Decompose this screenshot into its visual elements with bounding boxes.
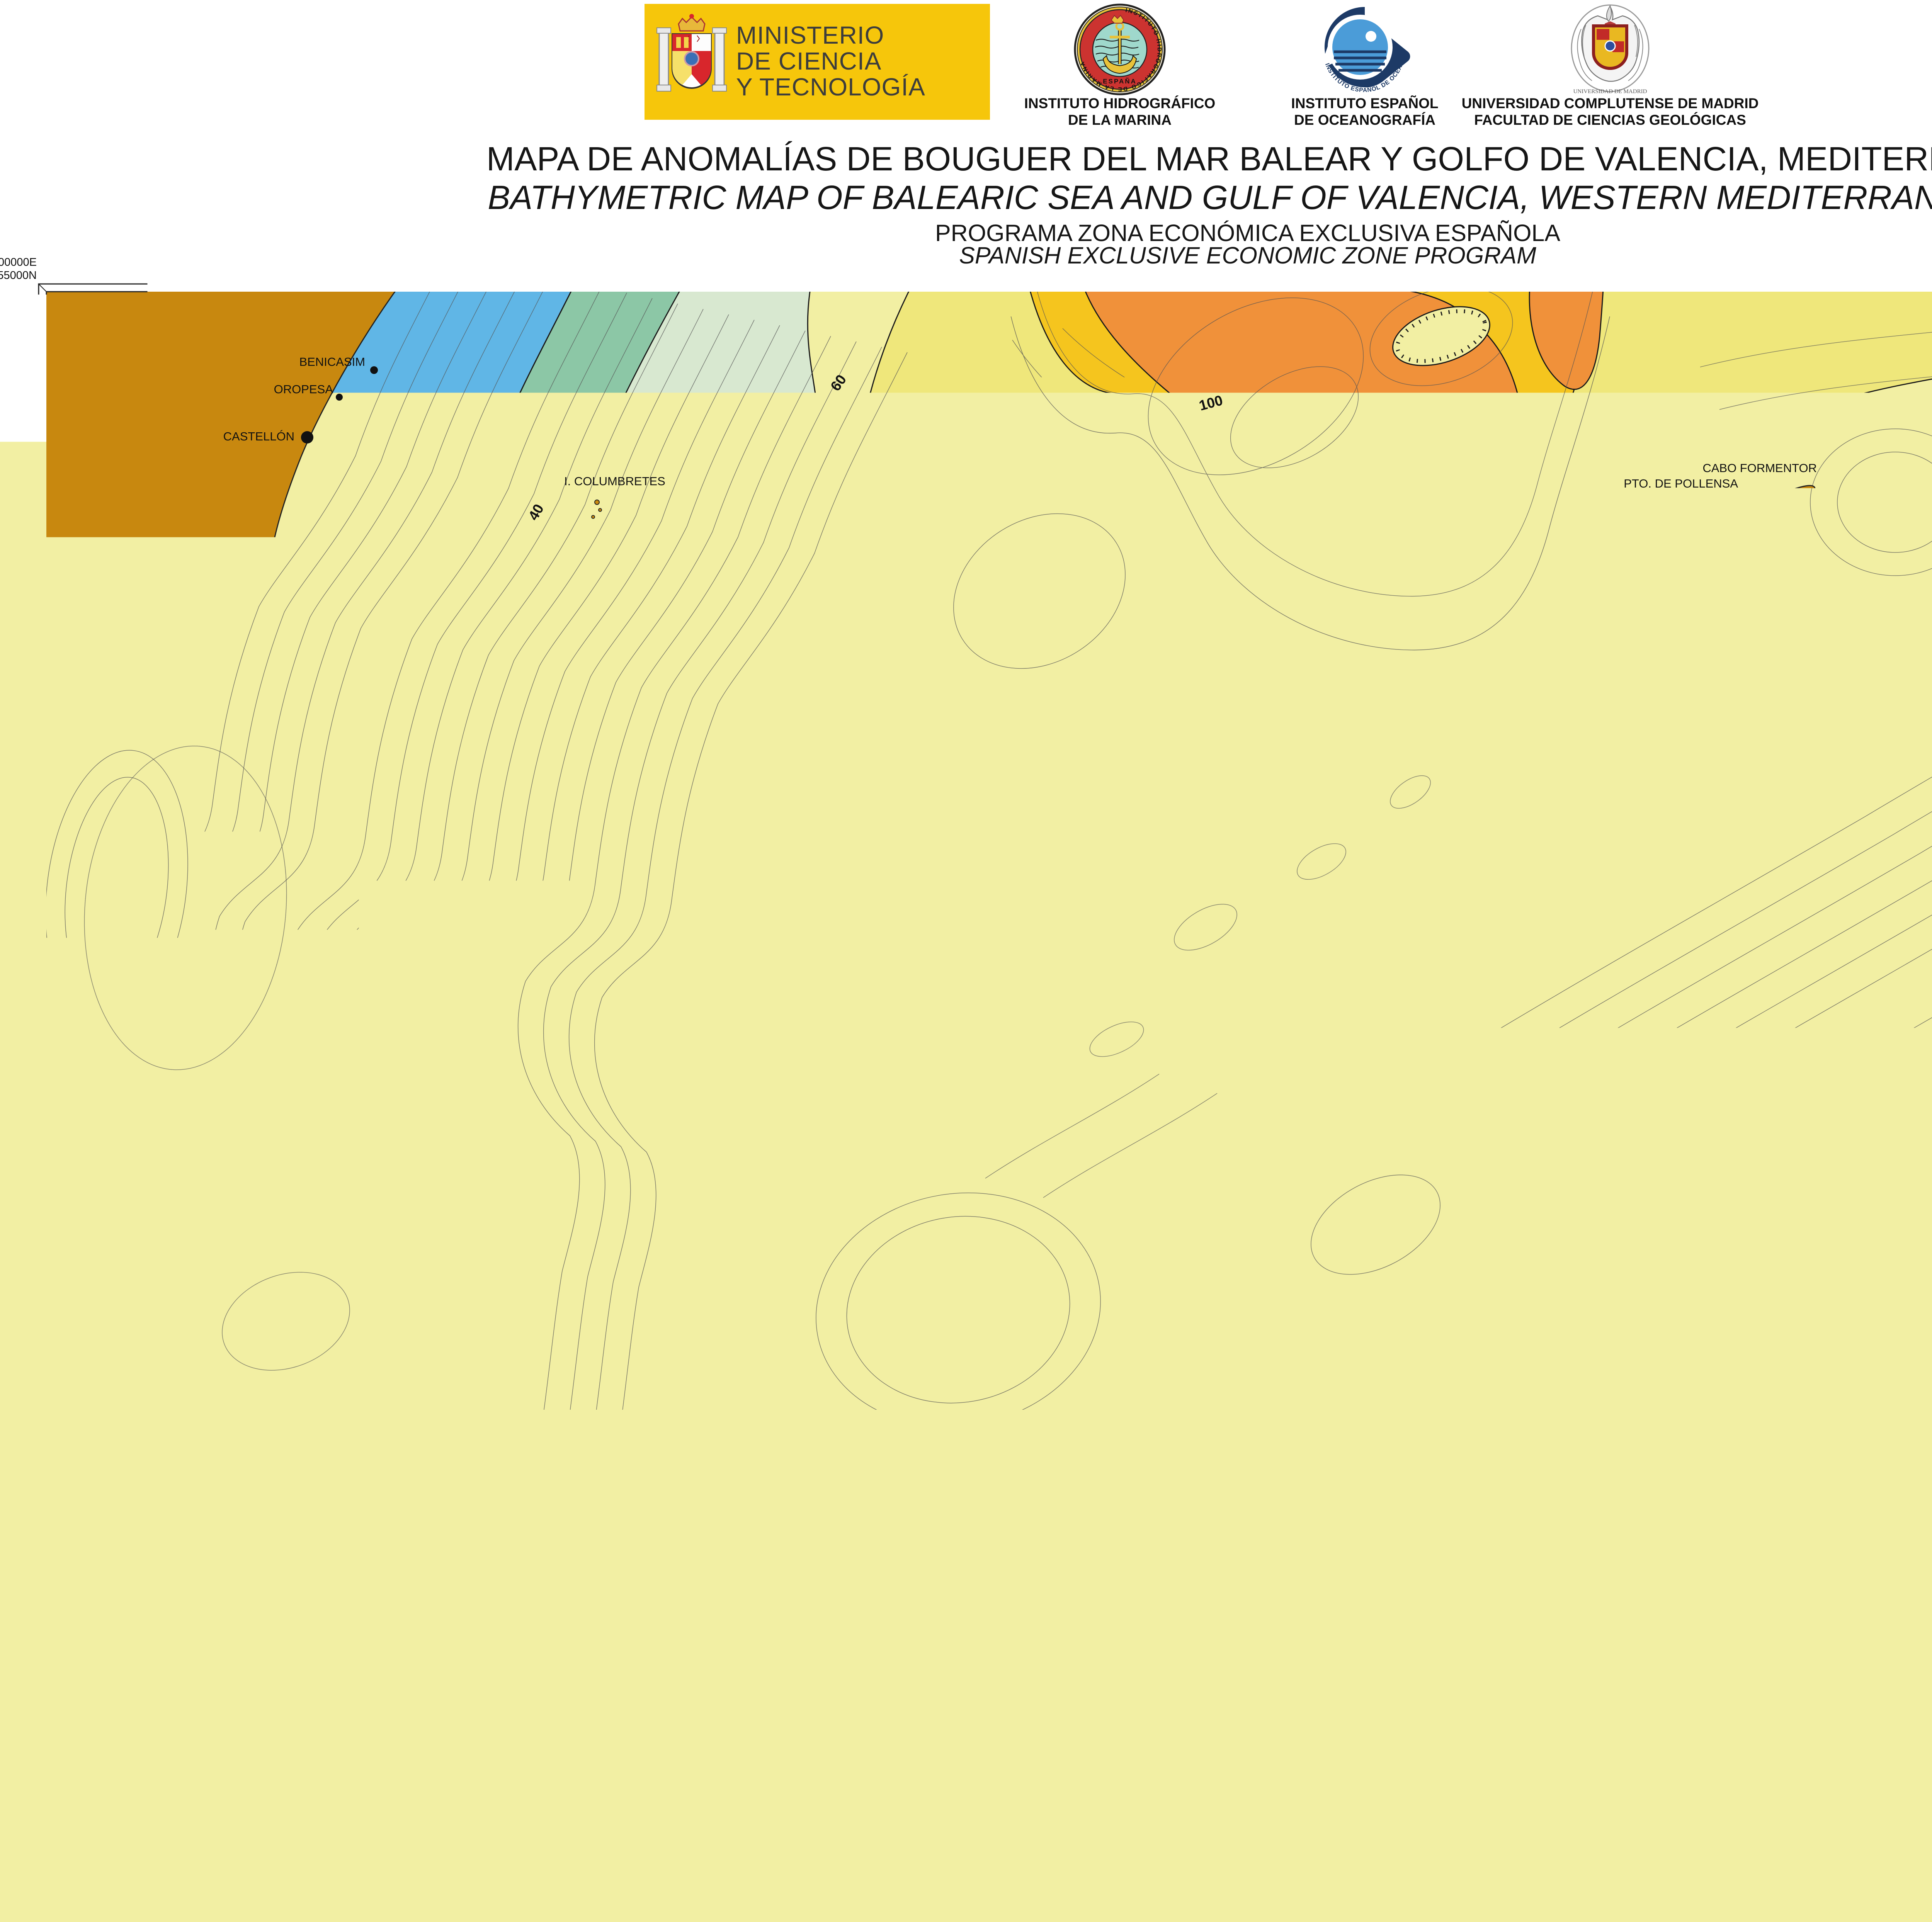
- svg-text:0: 0: [1184, 1615, 1196, 1621]
- svg-text:160: 160: [1335, 1615, 1346, 1632]
- svg-text:75: 75: [1442, 1431, 1461, 1449]
- svg-text:10: 10: [1084, 1431, 1102, 1449]
- svg-text:ZEBA 2000: ZEBA 2000: [1696, 1771, 1750, 1783]
- svg-text:630000 E: 630000 E: [1761, 1684, 1797, 1693]
- svg-text:0: 0: [1033, 1431, 1042, 1449]
- svg-text:240000 E: 240000 E: [1585, 1684, 1622, 1693]
- svg-text:4555000 N: 4555000 N: [1841, 1540, 1883, 1549]
- svg-text:370000 E: 370000 E: [1643, 1684, 1680, 1693]
- svg-text:M 6: M 6: [1689, 1559, 1711, 1574]
- svg-text:HOJAS ESCALA 1 : 200.000 Mapa: HOJAS ESCALA 1 : 200.000 Mapa de la ZEEE: [1620, 1716, 1846, 1728]
- svg-text:220: 220: [1391, 1615, 1402, 1632]
- svg-text:100: 100: [1278, 1615, 1290, 1632]
- svg-text:M 14: M 14: [1685, 1646, 1714, 1660]
- svg-text:140: 140: [1316, 1615, 1327, 1632]
- svg-text:200: 200: [1372, 1615, 1384, 1632]
- svg-text:ZEE 1995: ZEE 1995: [1696, 1732, 1744, 1744]
- svg-text:60: 60: [1241, 1615, 1252, 1626]
- svg-text:M 5: M 5: [1634, 1559, 1656, 1574]
- svg-text:M 7: M 7: [1744, 1559, 1766, 1574]
- svg-text:40: 40: [1222, 1615, 1233, 1626]
- svg-text:4455000N: 4455000N: [1841, 1583, 1881, 1593]
- svg-text:4355000 N: 4355000 N: [1841, 1627, 1883, 1637]
- svg-text:20: 20: [1203, 1615, 1215, 1626]
- svg-text:180: 180: [1353, 1615, 1365, 1632]
- svg-text:4255000 N: 4255000 N: [1841, 1670, 1883, 1680]
- svg-text:120: 120: [1297, 1615, 1309, 1632]
- svg-text:DISTRIBUCIÓN DE HOJAS E ITINER: DISTRIBUCIÓN DE HOJAS E ITINERARIOS REAL…: [1580, 1515, 1905, 1529]
- svg-text:-20: -20: [1166, 1615, 1177, 1630]
- svg-text:-40: -40: [1147, 1615, 1158, 1630]
- svg-text:km: km: [1586, 1462, 1608, 1480]
- svg-text:M 8: M 8: [1799, 1559, 1821, 1574]
- svg-text:760000 E: 760000 E: [1820, 1684, 1856, 1693]
- svg-text:ZEE 1997: ZEE 1997: [1696, 1758, 1744, 1770]
- svg-text:500000 E: 500000 E: [1702, 1684, 1738, 1693]
- svg-text:100: 100: [1576, 1431, 1603, 1449]
- svg-text:M 9: M 9: [1634, 1603, 1656, 1617]
- svg-text:80: 80: [1259, 1615, 1271, 1626]
- svg-text:50: 50: [1305, 1431, 1323, 1449]
- svg-text:ZEE 1996: ZEE 1996: [1696, 1745, 1744, 1757]
- svg-text:25: 25: [1167, 1431, 1185, 1449]
